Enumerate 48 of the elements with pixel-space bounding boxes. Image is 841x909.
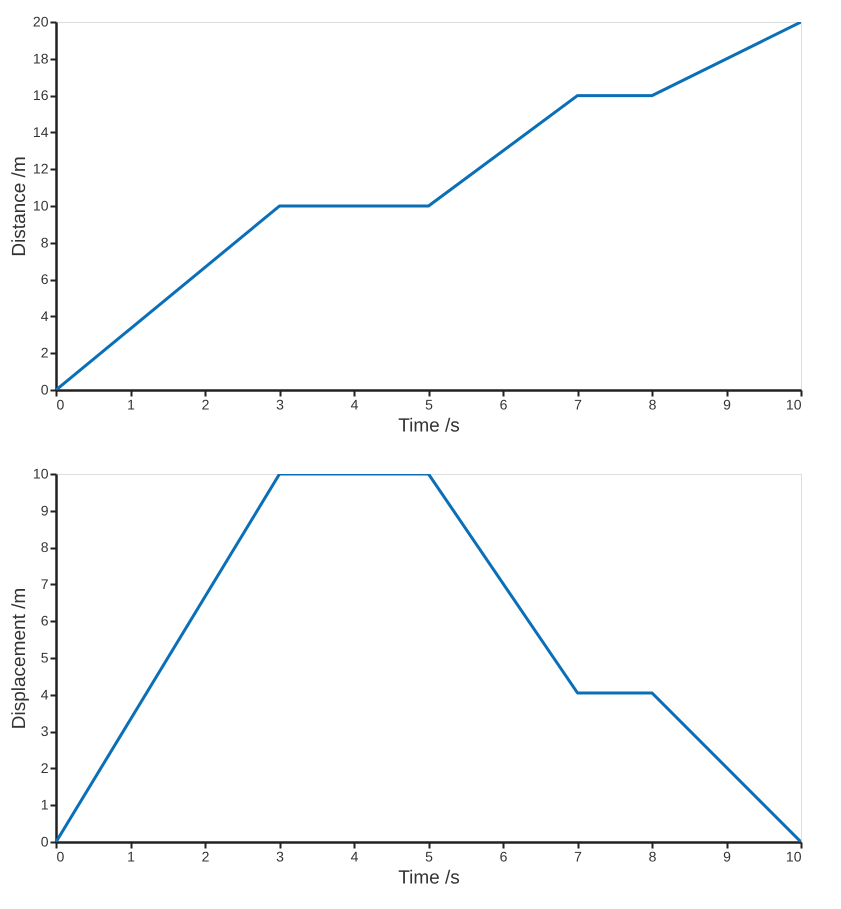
x-tick-label: 5	[425, 396, 434, 412]
y-axis-title: Distance /m	[8, 156, 30, 257]
x-tick-label: 9	[723, 848, 732, 864]
y-tick-label: 12	[32, 160, 49, 177]
x-tick-label: 0	[56, 848, 64, 864]
y-tick-label: 3	[40, 723, 49, 740]
y-tick-label: 4	[40, 308, 49, 324]
y-tick-label: 8	[40, 539, 49, 556]
y-tick-label: 1	[40, 796, 49, 813]
y-tick-label: 0	[40, 834, 49, 850]
y-tick-label: 10	[32, 466, 49, 482]
x-tick-label: 5	[425, 848, 434, 864]
x-tick-label: 4	[350, 848, 359, 864]
x-tick-label: 10	[786, 396, 802, 412]
x-tick-label: 7	[574, 396, 582, 412]
y-tick-label: 14	[32, 124, 49, 140]
x-tick-label: 0	[56, 396, 64, 412]
y-tick-label: 2	[40, 344, 49, 361]
y-tick-label: 0	[40, 382, 49, 398]
x-tick-label: 7	[574, 848, 582, 864]
y-tick-label: 16	[32, 87, 49, 104]
x-tick-label: 8	[648, 396, 657, 412]
y-tick-label: 10	[32, 198, 49, 214]
x-tick-label: 1	[127, 848, 136, 864]
x-tick-label: 6	[500, 396, 508, 412]
x-tick-label: 9	[723, 396, 732, 412]
y-tick-label: 5	[40, 650, 49, 666]
x-axis-title: Time /s	[398, 868, 460, 888]
x-tick-label: 10	[786, 848, 802, 864]
y-tick-label: 20	[32, 14, 49, 30]
y-tick-label: 6	[40, 612, 49, 629]
y-axis-title: Displacement /m	[8, 588, 30, 730]
y-tick-label: 8	[40, 234, 49, 250]
x-tick-label: 3	[276, 848, 284, 864]
x-tick-label: 2	[202, 848, 210, 864]
y-tick-label: 18	[32, 50, 49, 66]
y-tick-label: 6	[40, 271, 49, 288]
x-tick-label: 8	[648, 848, 657, 864]
x-tick-label: 6	[500, 848, 508, 864]
x-tick-label: 4	[350, 396, 359, 412]
y-tick-label: 7	[40, 576, 49, 592]
x-tick-label: 1	[127, 396, 136, 412]
y-tick-label: 2	[40, 760, 49, 776]
y-tick-label: 9	[40, 502, 49, 518]
x-tick-label: 2	[202, 396, 210, 412]
x-tick-label: 3	[276, 396, 284, 412]
x-axis-title: Time /s	[398, 416, 460, 436]
y-tick-label: 4	[40, 686, 49, 702]
